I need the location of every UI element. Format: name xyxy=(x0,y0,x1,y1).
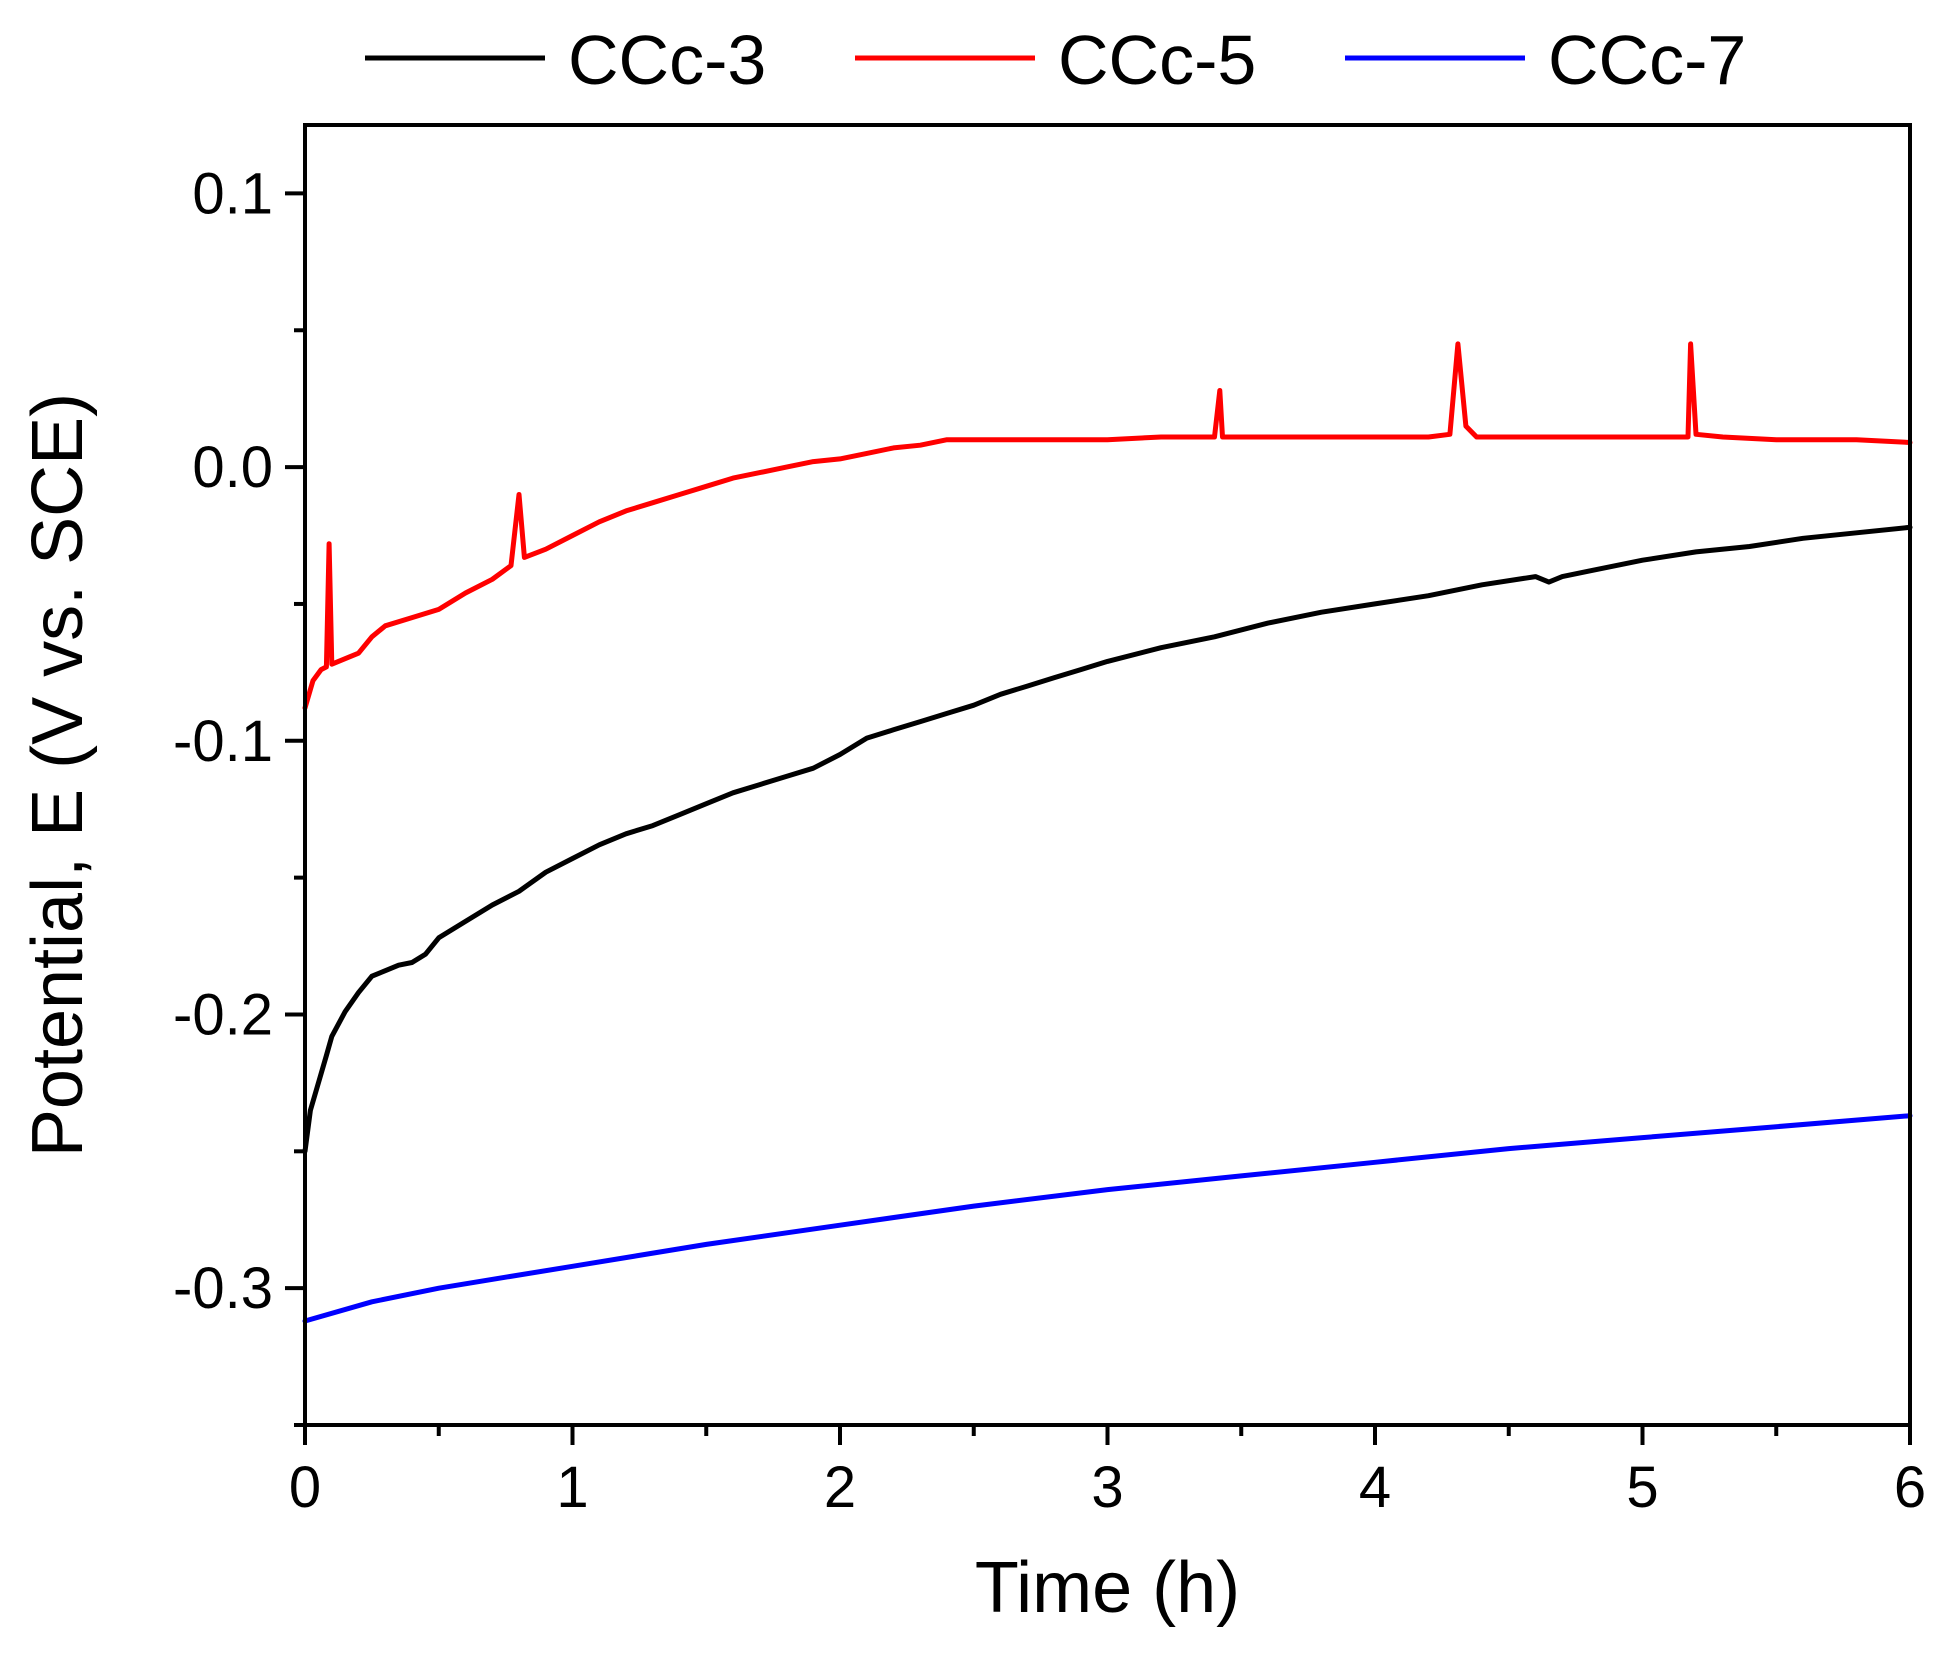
series-line-ccc-3 xyxy=(302,524,1913,1154)
y-tick-label: 0.0 xyxy=(192,435,273,500)
legend-label-ccc-7: CCc-7 xyxy=(1548,21,1746,99)
y-tick-label: -0.3 xyxy=(173,1256,273,1321)
y-tick-label: -0.2 xyxy=(173,982,273,1047)
series-line-ccc-5 xyxy=(302,341,1913,711)
x-tick-label: 3 xyxy=(1091,1455,1123,1520)
series-line-ccc-7 xyxy=(302,1113,1913,1324)
x-tick-label: 1 xyxy=(556,1455,588,1520)
legend-label-ccc-3: CCc-3 xyxy=(568,21,766,99)
x-tick-label: 4 xyxy=(1359,1455,1391,1520)
x-tick-label: 6 xyxy=(1894,1455,1926,1520)
legend: CCc-3 CCc-5 CCc-7 xyxy=(365,21,1746,99)
x-axis-title: Time (h) xyxy=(975,1548,1240,1628)
x-tick-label: 0 xyxy=(289,1455,321,1520)
y-axis-title: Potential, E (V vs. SCE) xyxy=(18,393,98,1157)
x-tick-label: 5 xyxy=(1626,1455,1658,1520)
y-axis-ticks: 0.1 0.0 -0.1 -0.2 -0.3 xyxy=(173,161,305,1427)
x-tick-label: 2 xyxy=(824,1455,856,1520)
y-tick-label: 0.1 xyxy=(192,161,273,226)
legend-label-ccc-5: CCc-5 xyxy=(1058,21,1256,99)
x-axis-ticks: 0 1 2 3 4 5 6 xyxy=(289,1425,1926,1520)
y-tick-label: -0.1 xyxy=(173,709,273,774)
series-layer xyxy=(302,341,1913,1324)
